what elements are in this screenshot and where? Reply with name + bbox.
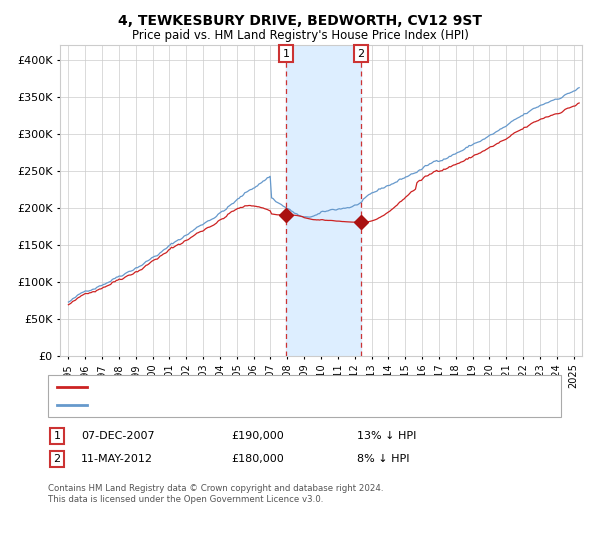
Text: 4, TEWKESBURY DRIVE, BEDWORTH, CV12 9ST: 4, TEWKESBURY DRIVE, BEDWORTH, CV12 9ST xyxy=(118,14,482,28)
Text: Price paid vs. HM Land Registry's House Price Index (HPI): Price paid vs. HM Land Registry's House … xyxy=(131,29,469,42)
Text: HPI: Average price, detached house, Nuneaton and Bedworth: HPI: Average price, detached house, Nune… xyxy=(91,400,411,410)
Text: 07-DEC-2007: 07-DEC-2007 xyxy=(81,431,155,441)
Text: 4, TEWKESBURY DRIVE, BEDWORTH, CV12 9ST (detached house): 4, TEWKESBURY DRIVE, BEDWORTH, CV12 9ST … xyxy=(91,382,429,392)
Text: 2: 2 xyxy=(53,454,61,464)
Text: £180,000: £180,000 xyxy=(231,454,284,464)
Bar xyxy=(286,45,361,356)
Text: 1: 1 xyxy=(283,49,290,59)
Text: 2: 2 xyxy=(357,49,364,59)
Text: 13% ↓ HPI: 13% ↓ HPI xyxy=(357,431,416,441)
Text: 1: 1 xyxy=(53,431,61,441)
Text: 8% ↓ HPI: 8% ↓ HPI xyxy=(357,454,409,464)
Text: £190,000: £190,000 xyxy=(231,431,284,441)
Text: 11-MAY-2012: 11-MAY-2012 xyxy=(81,454,153,464)
Text: Contains HM Land Registry data © Crown copyright and database right 2024.
This d: Contains HM Land Registry data © Crown c… xyxy=(48,484,383,504)
